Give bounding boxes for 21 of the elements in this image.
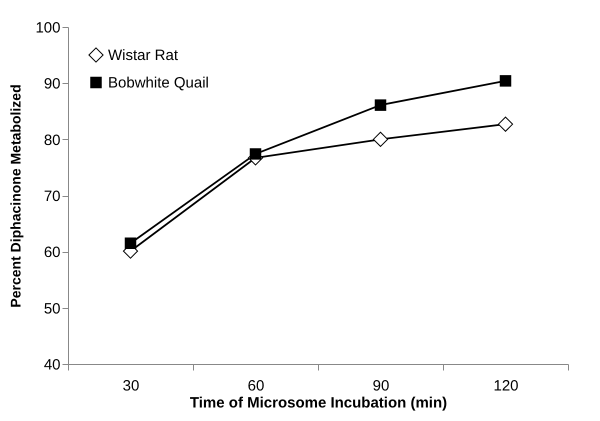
y-tick-label: 70	[44, 188, 60, 205]
point	[250, 148, 262, 160]
point	[124, 238, 136, 249]
x-axis-title: Time of Microsome Incubation (min)	[190, 394, 448, 412]
x-tick-label: 90	[372, 378, 390, 394]
x-tick-label: 60	[248, 378, 264, 394]
y-axis-title: Percent Diphacinone Metabolized	[7, 84, 24, 308]
y-tick-label: 40	[44, 356, 60, 374]
y-tick-label: 50	[44, 300, 60, 318]
point	[374, 99, 386, 111]
point	[500, 75, 512, 87]
point	[498, 116, 514, 132]
y-tick-label: 80	[44, 132, 60, 149]
point	[372, 132, 388, 147]
x-tick-label: 120	[493, 378, 519, 394]
y-tick-label: 100	[35, 20, 60, 36]
y-tick-label: 60	[44, 244, 60, 262]
legend-label: Bobwhite Quail	[108, 74, 209, 92]
x-tick-label: 30	[122, 378, 140, 394]
legend-label: Wistar Rat	[108, 47, 179, 64]
y-tick-label: 90	[44, 76, 60, 93]
